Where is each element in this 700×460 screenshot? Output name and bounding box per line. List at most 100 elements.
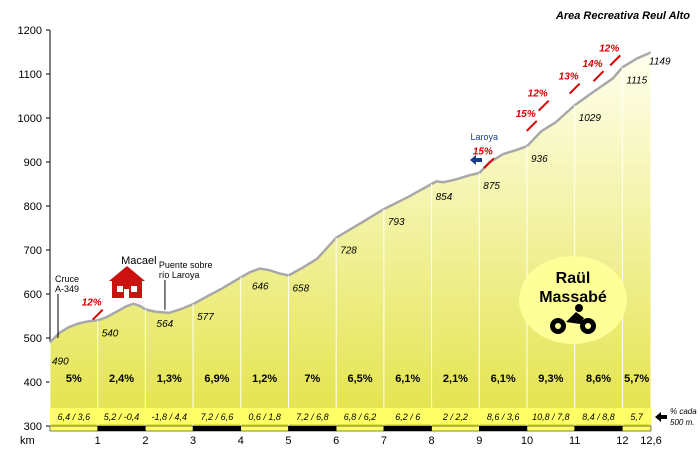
x-tick-label: 2 xyxy=(142,435,148,447)
macael-house-icon xyxy=(109,266,145,298)
segment-average-label: 6,5% xyxy=(348,373,373,385)
km-bar-segment xyxy=(526,425,575,432)
half-km-gradient-label: 7,2 / 6,8 xyxy=(296,412,329,422)
segment-average-label: 8,6% xyxy=(586,373,611,385)
half-km-gradient-label: -1,8 / 4,4 xyxy=(151,412,187,422)
segment-average-label: 1,2% xyxy=(252,373,277,385)
half-km-gradient-label: 5,2 / -0,4 xyxy=(104,412,140,422)
half-km-gradient-label: 6,8 / 6,2 xyxy=(344,412,377,422)
elevation-label: 646 xyxy=(252,281,269,292)
x-tick-label: 11 xyxy=(569,435,580,447)
x-tick-label: 4 xyxy=(238,435,244,447)
elevation-label: 564 xyxy=(157,319,174,330)
footnote-line1: % cada xyxy=(670,407,697,416)
author-first-name: Raül xyxy=(556,270,591,287)
km-bar-segment xyxy=(240,425,289,432)
x-axis-label: km xyxy=(20,435,35,447)
max-gradient-label: 12% xyxy=(528,89,548,100)
half-km-gradient-label: 6,4 / 3,6 xyxy=(58,412,91,422)
segment-average-label: 6,1% xyxy=(491,373,516,385)
elevation-label: 1149 xyxy=(649,56,671,67)
km-bar-segment xyxy=(383,425,432,432)
segment-average-label: 5,7% xyxy=(624,373,649,385)
x-tick-label: 12 xyxy=(616,435,628,447)
profile-fill xyxy=(50,52,651,427)
place-label: A-349 xyxy=(55,284,79,294)
x-tick-label: 1 xyxy=(95,435,101,447)
km-bar-segment xyxy=(574,425,623,432)
steep-section-mark xyxy=(483,157,495,170)
km-bar-segment xyxy=(288,425,337,432)
elevation-label: 540 xyxy=(102,328,119,339)
elevation-label: 1115 xyxy=(626,75,647,86)
laroya-arrow-icon xyxy=(470,155,482,165)
steep-section-mark xyxy=(526,120,538,132)
half-km-gradient-label: 10,8 / 7,8 xyxy=(532,412,570,422)
max-gradient-label: 14% xyxy=(583,59,603,70)
segment-average-label: 9,3% xyxy=(538,373,563,385)
elevation-label: 936 xyxy=(531,154,548,165)
elevation-label: 490 xyxy=(52,356,69,367)
max-gradient-label: 13% xyxy=(559,72,579,83)
elevation-label: 1029 xyxy=(579,113,602,124)
y-tick-label: 1100 xyxy=(18,69,42,81)
half-km-gradient-label: 2 / 2,2 xyxy=(442,412,468,422)
steep-section-mark xyxy=(592,70,605,82)
x-tick-label: 3 xyxy=(190,435,196,447)
steep-section-mark xyxy=(91,308,104,321)
chart-labels: 5% 2,4% 1,3% 6,9% 1,2% 7% 6,5% 6,1% 2,1% 6,1% 9,3%… xyxy=(52,43,671,422)
y-tick-label: 600 xyxy=(24,289,42,301)
km-bar-segment xyxy=(335,425,385,432)
elevation-label: 793 xyxy=(388,217,405,228)
km-bar-segment xyxy=(479,425,528,432)
steep-section-mark xyxy=(609,54,621,67)
gradient-band xyxy=(50,408,651,424)
segment-average-label: 6,9% xyxy=(204,373,229,385)
segment-average-label: 7% xyxy=(304,373,320,385)
elevation-label: 854 xyxy=(436,192,453,203)
author-last-name: Massabé xyxy=(539,289,607,306)
km-bar-segment xyxy=(622,425,652,432)
segment-average-label: 5% xyxy=(66,373,82,385)
footnote-line2: 500 m. xyxy=(670,418,694,427)
elevation-label: 658 xyxy=(292,284,309,295)
x-tick-label: 5 xyxy=(285,435,291,447)
y-tick-label: 1000 xyxy=(18,113,42,125)
elevation-label: 577 xyxy=(197,312,214,323)
y-tick-label: 400 xyxy=(24,377,42,389)
x-tick-label: 6 xyxy=(333,435,339,447)
elevation-label: 728 xyxy=(340,246,357,257)
y-tick-label: 500 xyxy=(24,333,42,345)
steep-section-mark xyxy=(568,82,581,95)
profile-area xyxy=(49,51,652,427)
y-tick-label: 900 xyxy=(24,157,42,169)
half-km-gradient-label: 8,6 / 3,6 xyxy=(487,412,520,422)
chart-marks xyxy=(49,54,652,432)
half-km-gradient-label: 6,2 / 6 xyxy=(395,412,420,422)
max-gradient-label: 15% xyxy=(516,109,536,120)
author-badge: Raül Massabé xyxy=(519,256,627,344)
half-km-gradient-label: 8,4 / 8,8 xyxy=(582,412,615,422)
x-tick-label: 10 xyxy=(521,435,533,447)
half-km-gradient-label: 5,7 xyxy=(630,412,644,422)
km-bar-segment xyxy=(145,425,194,432)
cyclist-icon xyxy=(550,304,596,334)
km-bar-segment xyxy=(192,425,242,432)
chart-title: Area Recreativa Reul Alto xyxy=(555,10,690,22)
segment-average-label: 2,4% xyxy=(109,373,134,385)
place-label: Cruce xyxy=(55,274,79,284)
segment-average-label: 6,1% xyxy=(395,373,420,385)
y-tick-label: 700 xyxy=(24,245,42,257)
max-gradient-label: 12% xyxy=(599,43,619,54)
place-label: río Laroya xyxy=(159,270,200,280)
max-gradient-label: 12% xyxy=(82,298,102,309)
half-km-gradient-label: 0,6 / 1,8 xyxy=(248,412,281,422)
max-gradient-label: 15% xyxy=(473,146,493,157)
y-tick-label: 300 xyxy=(24,421,42,433)
x-tick-label: 9 xyxy=(476,435,482,447)
km-bar-segment xyxy=(431,425,480,432)
x-tick-label: 7 xyxy=(381,435,387,447)
place-label: Laroya xyxy=(471,132,499,142)
